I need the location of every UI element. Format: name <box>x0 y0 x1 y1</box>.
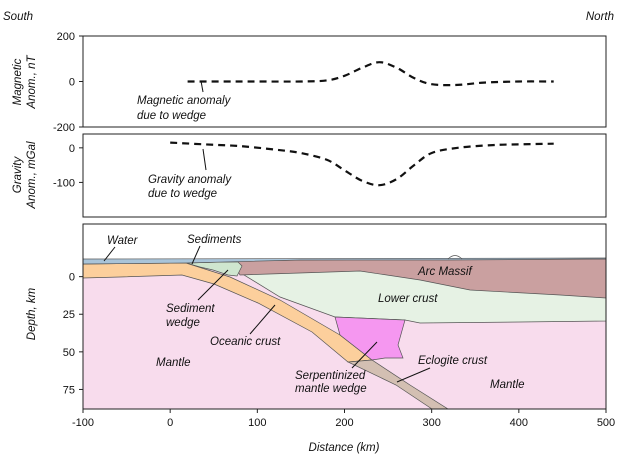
magnetic-annotation-leader <box>200 80 204 93</box>
sediments-leader <box>191 245 201 265</box>
gravity-ylabel-2: Anom., mGal <box>26 141 38 210</box>
section-ytick-label: 50 <box>63 347 75 359</box>
magnetic-ytick-label: -200 <box>53 122 75 134</box>
gravity-anomaly-curve <box>170 141 554 187</box>
lower-crust-label: Lower crust <box>378 293 438 305</box>
magnetic-ticks: 200 0 -200 <box>53 31 83 134</box>
serpentinized-leader <box>351 341 378 369</box>
seafloor-bump <box>447 255 463 260</box>
gravity-ylabel-1: Gravity <box>12 156 24 194</box>
section-xtick-label: 0 <box>167 417 173 429</box>
gravity-ytick-label: -100 <box>53 177 75 189</box>
section-xtick-label: 200 <box>335 417 353 429</box>
magnetic-ytick-label: 200 <box>57 31 75 43</box>
magnetic-anomaly-curve <box>187 61 554 87</box>
magnetic-annotation-line1: Magnetic anomaly <box>137 95 232 107</box>
serpentinized-wedge <box>334 316 406 361</box>
gravity-ticks: 0 -100 <box>53 143 83 189</box>
serpentinized-label-2: mantle wedge <box>295 383 367 395</box>
sediment-wedge-label-1: Sediment <box>166 303 215 315</box>
section-panel-frame <box>82 223 607 410</box>
oceanic-crust-layer <box>83 262 373 363</box>
water-leader <box>103 246 116 262</box>
eclogite-crust-label: Eclogite crust <box>418 355 488 367</box>
magnetic-ylabel-1: Magnetic <box>12 58 24 105</box>
magnetic-ylabel-2: Anom., nT <box>26 55 38 110</box>
sediment-wedge-leader <box>197 269 229 301</box>
magnetic-panel: 200 0 -200 Magnetic Anom., nT Magnetic ano… <box>12 31 607 134</box>
north-label: North <box>586 11 614 23</box>
section-xtick-label: -100 <box>72 417 94 429</box>
eclogite-leader <box>396 367 431 383</box>
gravity-annotation-line1: Gravity anomaly <box>148 174 232 186</box>
gravity-annotation-line2: due to wedge <box>148 188 217 200</box>
sediments-label: Sediments <box>187 234 242 246</box>
oceanic-crust-label: Oceanic crust <box>210 336 281 348</box>
gravity-panel-frame <box>82 133 607 218</box>
section-ytick-label: 25 <box>63 309 75 321</box>
section-ylabel: Depth, km <box>26 287 38 340</box>
section-xtick-label: 300 <box>422 417 440 429</box>
mantle-right-label: Mantle <box>490 379 525 391</box>
section-ytick-label: 75 <box>63 384 75 396</box>
eclogite-slab <box>346 359 449 409</box>
magnetic-panel-frame <box>82 35 607 128</box>
section-xtick-label: 400 <box>510 417 528 429</box>
water-layer <box>83 257 606 265</box>
cross-section-panel: 0 25 50 75 -100 0 100 200 300 400 500 Depth, km Wa… <box>26 223 615 454</box>
section-ticks: 0 25 50 75 -100 0 100 200 300 400 500 <box>63 272 615 429</box>
serpentinized-label-1: Serpentinized <box>295 370 366 382</box>
section-xtick-label: 500 <box>597 417 615 429</box>
sediment-wedge-label-2: wedge <box>166 317 200 329</box>
arc-massif-label: Arc Massif <box>417 266 473 278</box>
section-xtick-label: 100 <box>248 417 266 429</box>
south-label: South <box>3 11 33 23</box>
mantle-left-label: Mantle <box>156 357 191 369</box>
oceanic-crust-leader <box>249 304 276 335</box>
water-label: Water <box>107 235 139 247</box>
section-ytick-label: 0 <box>69 272 75 284</box>
magnetic-ytick-label: 0 <box>69 77 75 89</box>
magnetic-annotation-line2: due to wedge <box>137 110 206 122</box>
gravity-annotation-leader <box>202 148 207 171</box>
gravity-panel: 0 -100 Gravity Anom., mGal Gravity anomal… <box>12 133 607 218</box>
gravity-ytick-label: 0 <box>69 143 75 155</box>
section-xlabel: Distance (km) <box>309 442 380 454</box>
